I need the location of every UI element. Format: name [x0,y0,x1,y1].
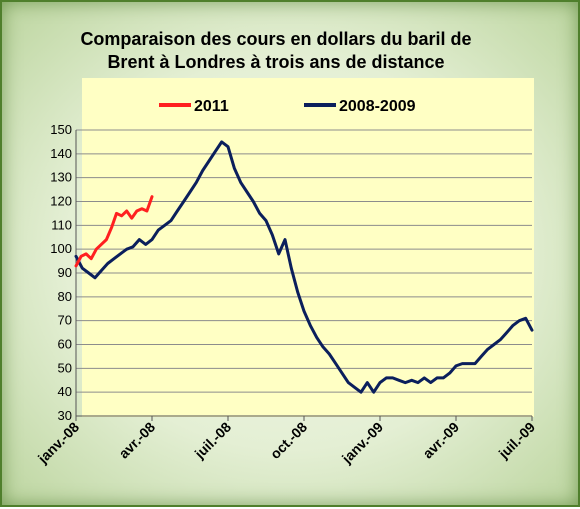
series-line-2008-2009 [74,140,534,394]
y-tick-label-130: 130 [50,170,72,185]
plot-area [82,78,534,417]
x-tick-label-5: avr.-09 [419,419,462,462]
y-tick-label-120: 120 [50,194,72,209]
x-tick-label-1: avr.-08 [115,419,158,462]
y-tick-label-150: 150 [50,122,72,137]
legend-label-2011: 2011 [194,98,229,115]
x-tick-label-4: janv.-09 [338,419,386,467]
chart-title-line-1: Comparaison des cours en dollars du bari… [80,29,471,49]
y-tick-label-70: 70 [58,313,72,328]
y-tick-label-90: 90 [58,265,72,280]
chart-title-line-2: Brent à Londres à trois ans de distance [107,52,444,72]
grid-layer [75,129,532,417]
y-tick-label-30: 30 [58,408,72,423]
y-tick-label-140: 140 [50,146,72,161]
y-tick-label-80: 80 [58,289,72,304]
y-tick-label-100: 100 [50,241,72,256]
x-tick-label-6: juil.-09 [495,419,539,463]
y-tick-label-50: 50 [58,360,72,375]
y-axis-ticks: 30 40 50 60 70 80 90 100 110 120 130 140 150 [50,122,72,423]
series-line-2011 [74,195,154,268]
legend-label-2008-2009: 2008-2009 [339,98,416,115]
y-tick-label-110: 110 [51,217,72,232]
y-tick-label-40: 40 [58,384,72,399]
x-tick-label-0: janv.-08 [34,419,82,467]
x-tick-label-3: oct.-08 [267,419,310,462]
x-tick-label-2: juil.-08 [191,419,235,463]
legend: 2011 2008-2009 [159,98,416,115]
x-axis-ticks: janv.-08 avr.-08 juil.-08 oct.-08 janv.-09 av… [34,416,538,467]
y-tick-label-60: 60 [58,337,72,352]
series-layer [74,140,534,394]
